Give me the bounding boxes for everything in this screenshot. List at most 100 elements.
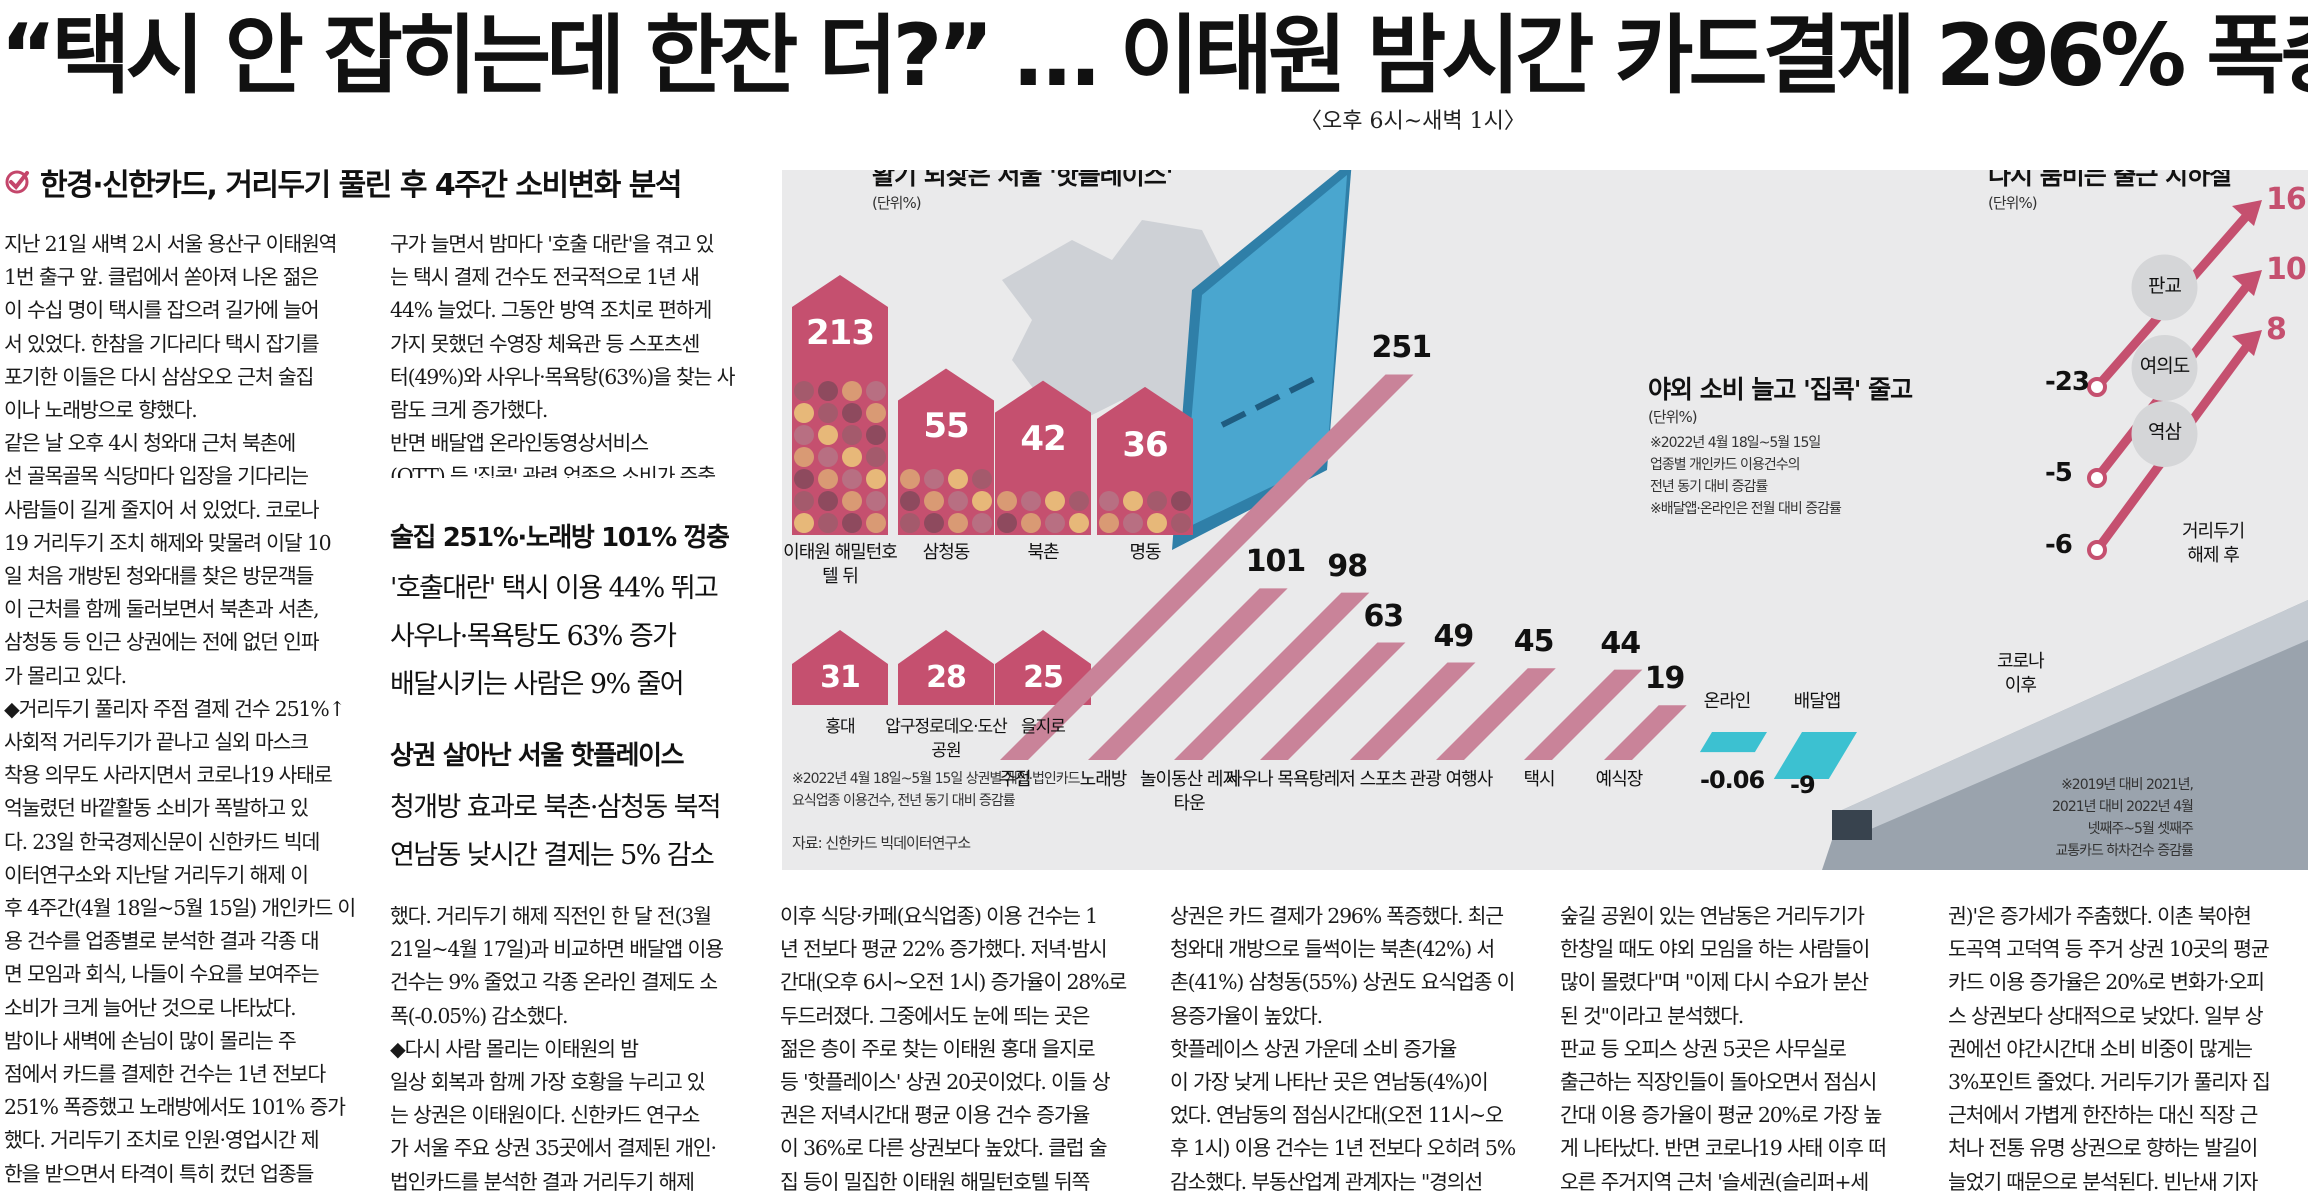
article-line: 간대 이용 증가율이 평균 20%로 가장 높 [1560,1103,1882,1128]
subway-arrowhead [2232,330,2262,356]
subway-arrowhead [2232,200,2262,226]
ribbon-bar [1260,642,1406,760]
article-line: 었다. 연남동의 점심시간대(오전 11시~오 [1170,1103,1504,1128]
ribbon-value-label: 63 [1363,598,1404,634]
article-column-3: 이후 식당·카페(요식업종) 이용 건수는 1 년 전보다 평균 22% 증가했다… [780,900,1140,1196]
house-value-label: 28 [926,660,967,695]
negative-bar [1699,732,1767,753]
article-line: 억눌렸던 바깥활동 소비가 폭발하고 있 [4,796,309,821]
article-line: 젊은 층이 주로 찾는 이태원 홍대 을지로 [780,1036,1096,1061]
subway-end-value: 8 [2266,312,2287,347]
station-label: 판교 [2148,274,2182,297]
pull-quote-line: '호출대란' 택시 이용 44% 뛰고 [390,573,719,604]
article-line: 251% 폭증했고 노래방에서도 101% 증가 [4,1095,346,1120]
subway-end-value: 10 [2266,252,2307,287]
article-line: 감소했다. 부동산업계 관계자는 "경의선 [1170,1169,1483,1194]
crowd-dot [794,469,814,489]
note-line: 요식업종 이용건수, 전년 동기 대비 증감률 [792,793,1016,809]
axis-label-line: 코로나 [1997,651,2045,672]
ribbon-category-label: 사우나 목욕탕 [1225,769,1325,790]
pull-quote-line: 청개방 효과로 북촌·삼청동 북적 [390,792,722,823]
crowd-dot [1021,491,1041,511]
station-label: 역삼 [2148,421,2182,443]
article-column-5: 숲길 공원이 있는 연남동은 거리두기가 한창일 때도 야외 모임을 하는 사람들… [1560,900,1920,1196]
crowd-dot [948,469,968,489]
crowd-dot [924,513,944,533]
article-line: 는 택시 결제 건수도 전국적으로 1년 새 [390,265,700,290]
house-value-label: 42 [1020,418,1066,459]
house-category-label: 압구정로데오·도산공원 [885,717,1008,761]
house-bar [792,630,888,705]
article-line: 3%포인트 줄었다. 거리두기가 풀리자 집 [1948,1070,2271,1095]
note-line: ※2019년 대비 2021년, [2061,777,2194,793]
article-line: 숲길 공원이 있는 연남동은 거리두기가 [1560,904,1865,928]
article-line: 스 상권보다 상대적으로 낮았다. 일부 상 [1948,1003,2264,1028]
pull-quote-line: 연남동 낮시간 결제는 5% 감소 [390,840,715,871]
crowd-dot [1171,491,1191,511]
ribbon-category-label: 온라인 [1703,691,1752,712]
crowd-dot [842,513,862,533]
article-line: 21일~4월 17일)과 비교하면 배달앱 이용 [390,937,724,962]
subhead: 한경·신한카드, 거리두기 풀린 후 4주간 소비변화 분석 [4,160,682,204]
pull-quote-line: 사우나·목욕탕도 63% 증가 [390,621,677,652]
article-line: 포기한 이들은 다시 삼삼오오 근처 술집 [4,364,314,389]
subway-start-value: -23 [2045,367,2090,397]
crowd-dot [842,403,862,423]
article-line: 사람들이 길게 줄지어 서 있었다. 코로나 [4,497,320,522]
article-line: 일상 회복과 함께 가장 호황을 누리고 있 [390,1070,706,1095]
article-line: 출근하는 직장인들이 돌아오면서 점심시 [1560,1070,1877,1095]
crowd-dot [1099,513,1119,533]
note-line: ※2022년 4월 18일~5월 15일 [1650,435,1821,451]
ribbon-category-label: 예식장 [1595,769,1644,790]
crowd-dot [842,381,862,401]
article-line: 19 거리두기 조치 해제와 맞물려 이달 10 [4,530,332,555]
article-line: 용 건수를 업종별로 분석한 결과 각종 대 [4,929,320,954]
negative-value-label: -0.06 [1700,766,1765,795]
pull-quote-1-title: 술집 251%·노래방 101% 껑충 [390,523,730,553]
subway-start-point [2087,540,2107,560]
house-value-label: 25 [1023,660,1064,695]
subway-end-value: 16 [2266,182,2307,217]
note-line: 전년 동기 대비 증감률 [1650,479,1768,495]
article-line: ◆다시 사람 몰리는 이태원의 밤 [390,1036,639,1061]
article-line: 집 등이 밀집한 이태원 해밀턴호텔 뒤쪽 [780,1169,1090,1194]
subway-x-label-before: 코로나 이후 [1997,650,2045,698]
article-line: 두드러졌다. 그중에서도 눈에 띄는 곳은 [780,1003,1090,1028]
ribbon-bar [1604,705,1687,760]
crowd-dot [948,513,968,533]
crowd-dot [997,491,1017,511]
crowd-dot [972,491,992,511]
ribbon-category-label: 레저 스포츠 [1323,769,1408,790]
house-bar [898,630,994,705]
ribbon-value-label: 44 [1600,625,1641,661]
station-circle [2131,254,2198,321]
article-line: 삼청동 등 인근 상권에는 전에 없던 인파 [4,630,320,655]
hot-note: ※2022년 4월 18일~5월 15일 상권별 개인·법인카드 요식업종 이용건… [792,768,1081,812]
crowd-dot [1069,513,1089,533]
source: 자료: 신한카드 빅데이터연구소 [792,834,971,852]
article-column-1: 지난 21일 새벽 2시 서울 용산구 이태원역 1번 출구 앞. 클럽에서 쏟아… [4,228,364,1196]
pull-quote-line: 배달시키는 사람은 9% 줄어 [390,669,685,700]
article-line: 이 수십 명이 택시를 잡으려 길가에 늘어 [4,298,320,323]
ribbon-category-label: 배달앱 [1793,691,1842,712]
house-bar [898,368,994,535]
subhead-text: 한경·신한카드, 거리두기 풀린 후 4주간 소비변화 분석 [40,168,682,203]
note-line: ※배달앱·온라인은 전월 대비 증감률 [1650,501,1842,517]
crowd-dot [842,447,862,467]
article-line: 일 처음 개방된 청와대를 찾은 방문객들 [4,564,314,589]
crowd-dot [948,491,968,511]
article-line: 처나 전통 유명 상권으로 향하는 발길이 [1948,1136,2258,1161]
crowd-dot [794,513,814,533]
note-line: 업종별 개인카드 이용건수의 [1650,457,1800,473]
article-line: 권에선 야간시간대 소비 비중이 많게는 [1948,1036,2253,1061]
ribbon-bar [1174,592,1370,760]
article-line: 건수는 9% 줄었고 각종 온라인 결제도 소 [390,970,718,995]
crowd-dot [924,469,944,489]
house-category-label: 을지로 [1021,717,1066,737]
subway-x-label-after: 거리두기 해제 후 [2182,520,2245,568]
crowd-dot [842,469,862,489]
house-bar [995,380,1091,535]
